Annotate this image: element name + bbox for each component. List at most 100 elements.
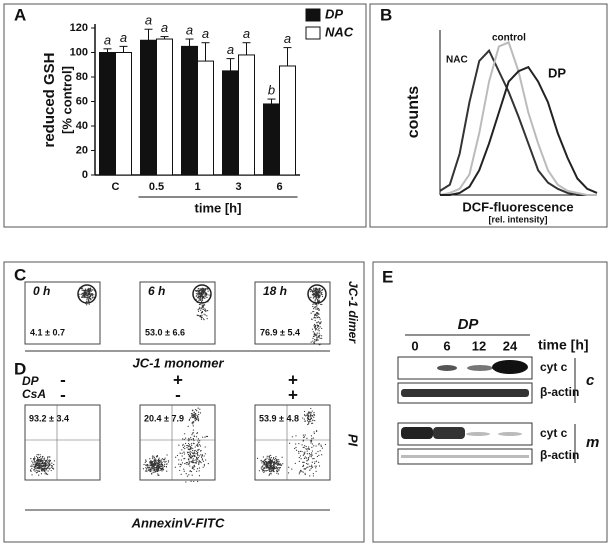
cytometry-dot (83, 289, 85, 291)
cytometry-dot (84, 288, 87, 290)
cytometry-dot (270, 457, 272, 459)
cytometry-dot (34, 462, 36, 464)
cytometry-dot (186, 446, 188, 449)
cytometry-dot (150, 470, 152, 472)
cytometry-dot (83, 292, 86, 295)
western-blots (397, 334, 576, 465)
gate (192, 284, 212, 304)
cytometry-dot (194, 412, 197, 415)
cytometry-dot (304, 434, 306, 436)
blot-label: β-actin (540, 385, 579, 399)
cytometry-dot (53, 460, 55, 462)
cytometry-dot (203, 292, 205, 294)
cytometry-dot (199, 299, 201, 301)
cytometry-dot (152, 461, 154, 463)
cytometry-dot (167, 460, 170, 462)
cytometry-dot (156, 468, 158, 470)
cytometry-dot (313, 296, 316, 298)
cytometry-dot (81, 288, 83, 290)
cytometry-dot (48, 460, 50, 463)
cytometry-dot (201, 454, 204, 456)
cytometry-dot (315, 460, 318, 462)
cytometry-dot (316, 455, 318, 458)
cytometry-dot (278, 459, 280, 461)
cytometry-dot (295, 446, 297, 448)
cytometry-dot (288, 466, 290, 468)
cytometry-dot (158, 457, 160, 459)
cytometry-dot (310, 454, 312, 456)
bar (222, 70, 239, 176)
cytometry-dot (146, 464, 149, 466)
cytometry-dot (300, 470, 302, 472)
cytometry-dot (315, 317, 317, 319)
cytometry-dot (181, 462, 184, 464)
cytometry-dot (298, 471, 301, 473)
cytometry-dot (191, 466, 193, 468)
cytometry-dot (49, 459, 52, 462)
y-tick-label: 100 (70, 46, 88, 58)
cytometry-dot (158, 459, 160, 461)
cytometry-dot (310, 456, 312, 458)
x-axis-label: [rel. intensity] (488, 214, 547, 224)
cytometry-dot (266, 466, 268, 468)
cytometry-dot (188, 454, 190, 457)
bar (197, 60, 214, 176)
significance-letter: a (202, 26, 209, 41)
cytometry-dot (156, 455, 158, 457)
cytometry-dot (192, 414, 194, 416)
cytometry-dot (36, 467, 38, 469)
cytometry-dot (82, 292, 84, 294)
cytometry-dot (303, 468, 305, 470)
cytometry-dot (318, 344, 321, 346)
cytometry-dot (306, 466, 308, 469)
cytometry-dot (204, 309, 206, 312)
cytometry-dot (316, 303, 318, 306)
cytometry-dot (314, 319, 316, 322)
cytometry-dot (48, 459, 51, 461)
cytometry-dot (308, 422, 310, 424)
cytometry-dot (313, 457, 315, 460)
cytometry-dot (261, 468, 263, 470)
cytometry-dot (187, 439, 189, 441)
cytometry-dot (88, 293, 90, 296)
cytometry-dot (155, 466, 158, 468)
cytometry-dot (186, 463, 188, 465)
bar (238, 54, 255, 176)
cytometry-dot (161, 461, 163, 463)
cytometry-dot (202, 308, 204, 311)
cytometry-dot (269, 458, 272, 460)
cytometry-dot (267, 469, 269, 472)
cytometry-dot (191, 410, 194, 412)
cytometry-dot (196, 432, 199, 434)
cytometry-dot (162, 469, 164, 471)
cytometry-dot (43, 457, 46, 459)
cytometry-dot (32, 464, 35, 466)
cytometry-dot (193, 452, 196, 454)
cytometry-dot (304, 420, 306, 422)
cytometry-dot (308, 411, 310, 413)
cytometry-dot (262, 460, 264, 462)
cytometry-dot (149, 464, 151, 466)
cytometry-dot (179, 469, 181, 472)
cytometry-dot (307, 417, 309, 420)
cytometry-dot (268, 469, 270, 471)
cytometry-dot (191, 432, 194, 434)
cytometry-dot (42, 469, 44, 471)
cytometry-dot (157, 473, 159, 475)
cytometry-dot (264, 470, 266, 472)
cytometry-dot (196, 290, 198, 292)
y-axis-label: PI (346, 434, 361, 447)
cytometry-dot (198, 308, 200, 310)
cytometry-dot (313, 294, 315, 296)
cytometry-dot (306, 437, 308, 440)
quadrant-value: 93.2 ± 3.4 (29, 413, 69, 423)
cytometry-dot (154, 463, 156, 465)
cytometry-dot (320, 445, 322, 448)
cytometry-dot (205, 310, 207, 313)
cytometry-dot (200, 289, 203, 291)
cytometry-dot (88, 295, 90, 297)
cytometry-dot (301, 450, 303, 453)
cytometry-dot (31, 474, 33, 476)
cytometry-dot (192, 429, 195, 431)
cytometry-dot (204, 308, 206, 310)
